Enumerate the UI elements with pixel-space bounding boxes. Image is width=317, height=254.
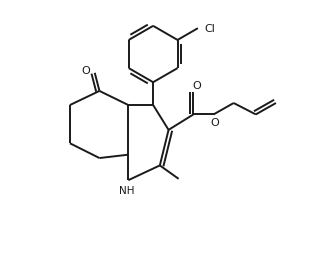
- Text: Cl: Cl: [204, 24, 215, 34]
- Text: O: O: [81, 66, 90, 76]
- Text: NH: NH: [119, 185, 135, 195]
- Text: O: O: [192, 81, 201, 90]
- Text: O: O: [210, 117, 219, 127]
